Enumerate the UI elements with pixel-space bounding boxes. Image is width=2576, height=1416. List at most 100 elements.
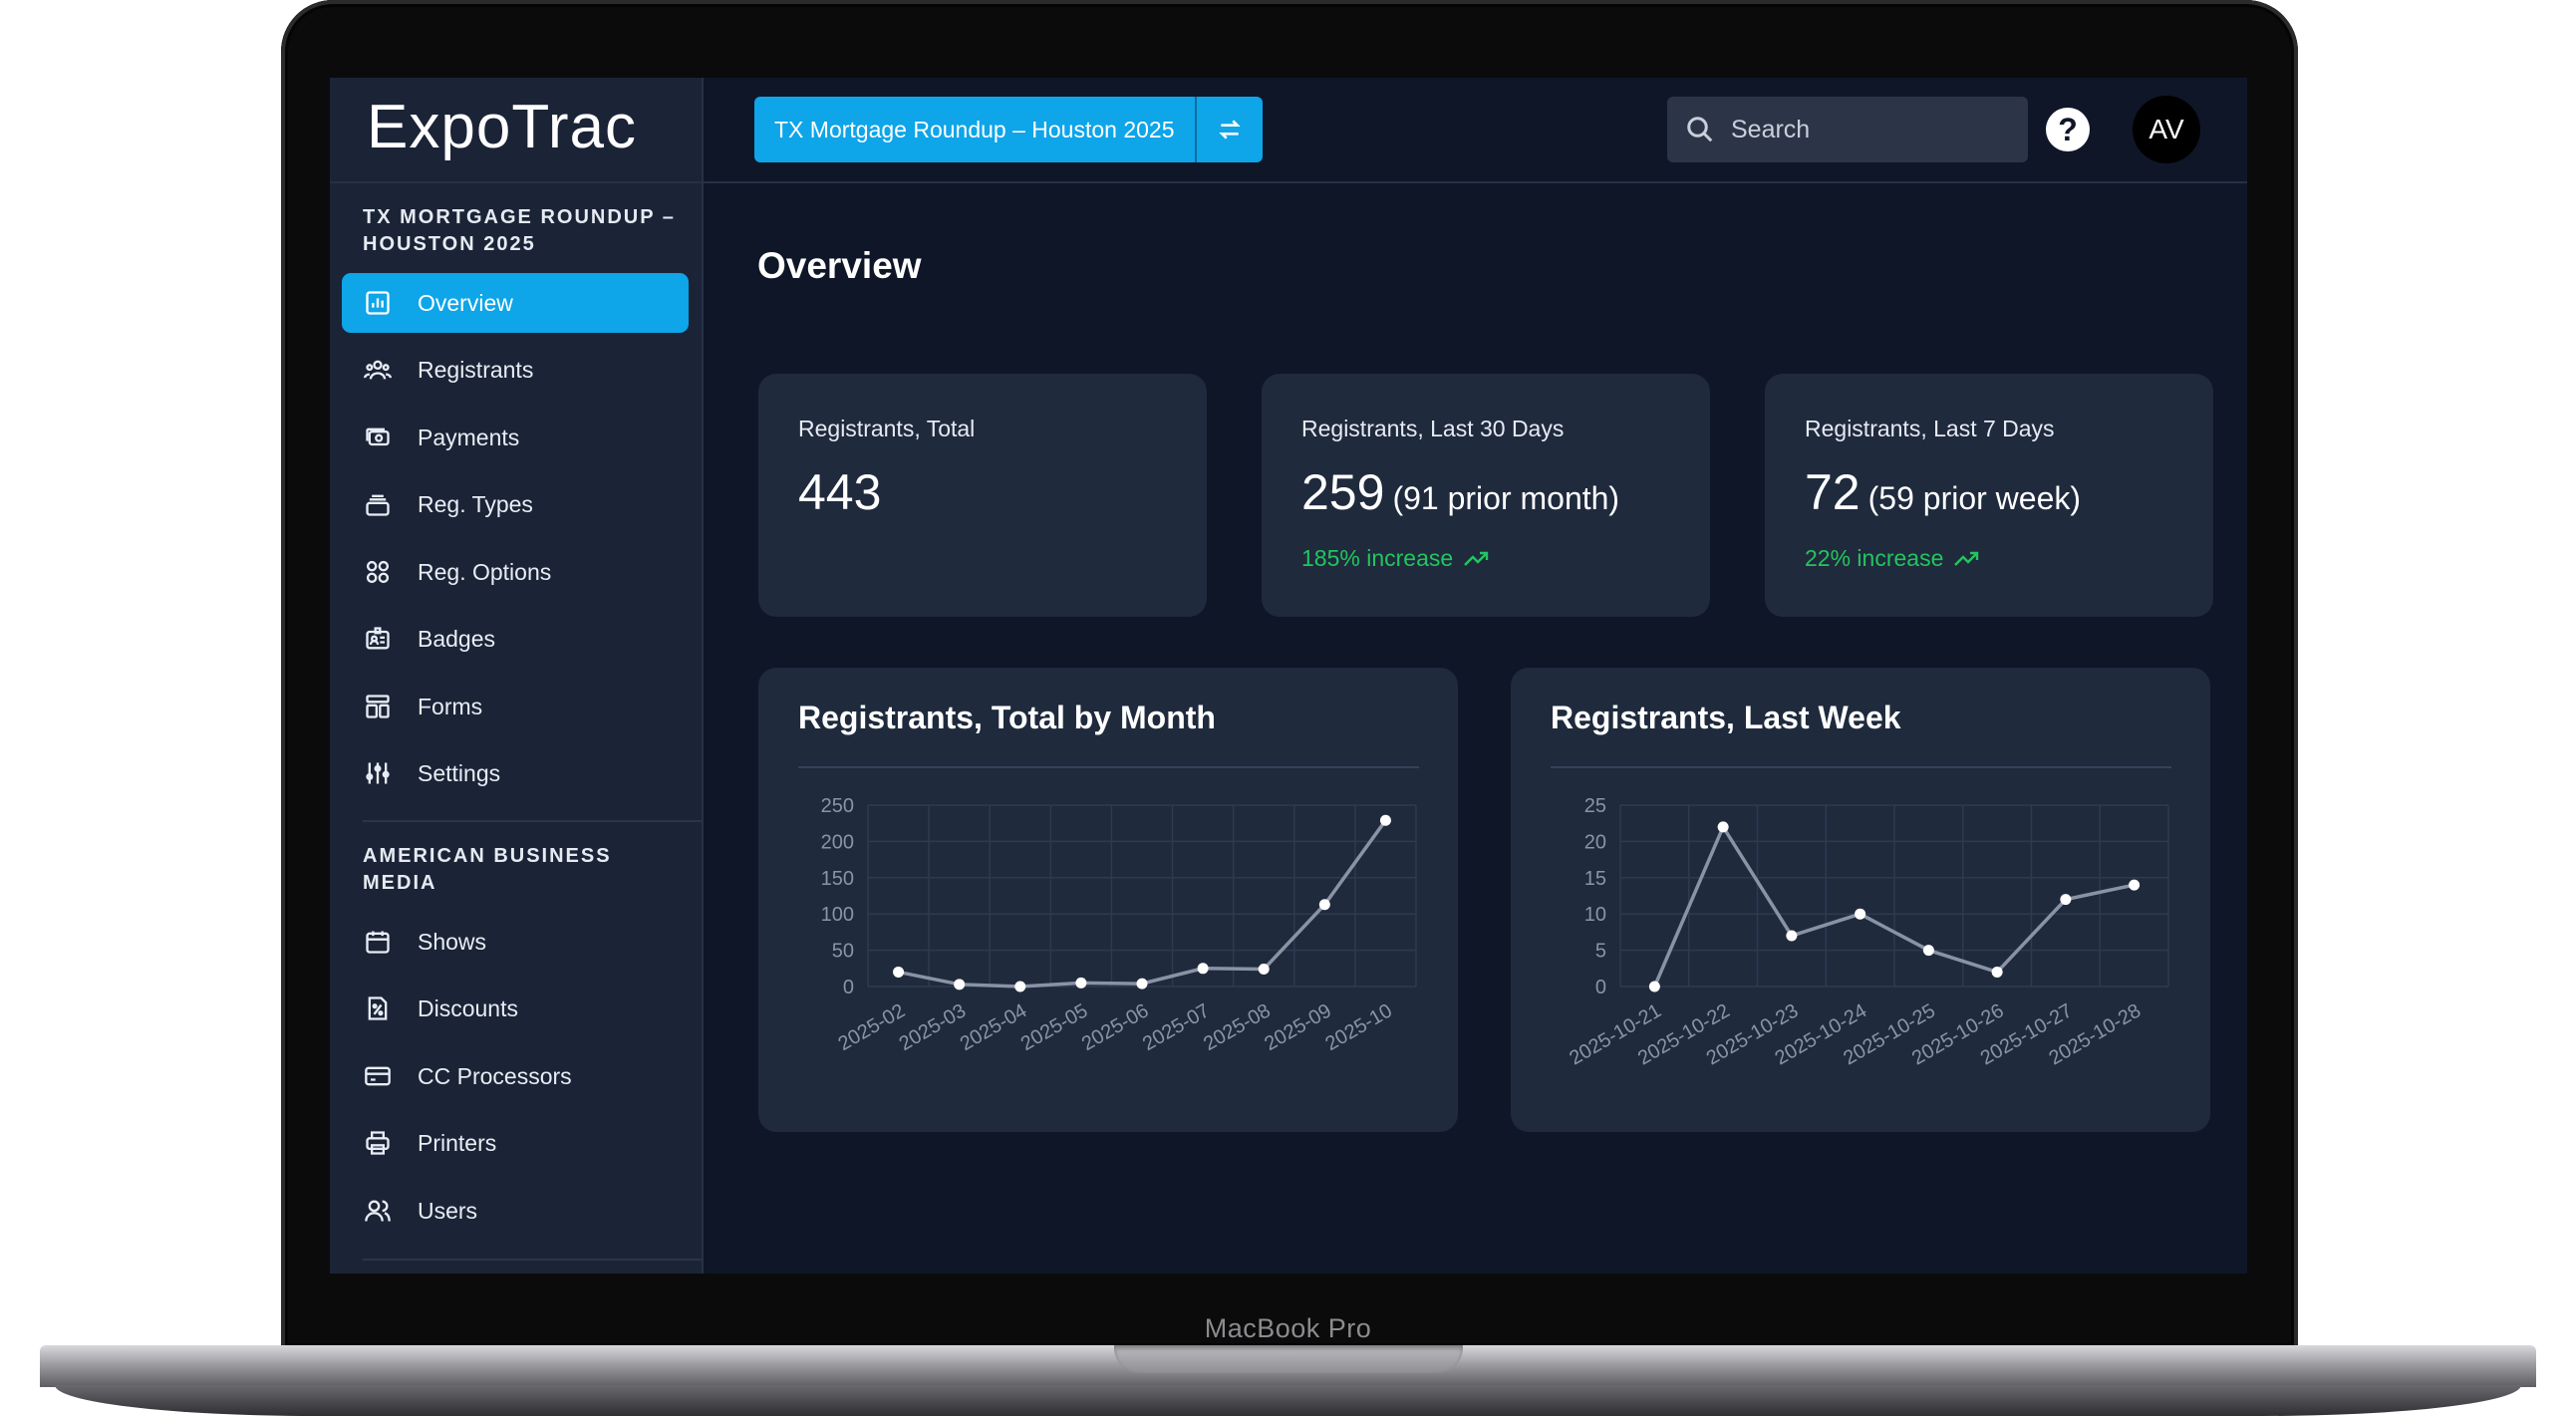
- series-line: [1652, 823, 2135, 988]
- chart-title: Registrants, Last Week: [1551, 700, 1901, 735]
- trend-up-icon: [1464, 551, 1489, 566]
- app-logo[interactable]: ExpoTrac: [367, 93, 638, 161]
- stack-icon: [364, 490, 392, 518]
- stat-change-text: 185% increase: [1301, 545, 1454, 571]
- page-title: Overview: [757, 245, 922, 286]
- event-section-title: TX MORTGAGE ROUNDUP – HOUSTON 2025: [363, 206, 676, 255]
- sidebar-item-label: Badges: [418, 625, 496, 652]
- data-point: [1855, 908, 1866, 920]
- data-point: [1258, 964, 1270, 976]
- sidebar-item-label: Reg. Options: [418, 558, 552, 585]
- stat-label: Registrants, Last 30 Days: [1301, 416, 1565, 441]
- laptop-notch: [1114, 1345, 1463, 1373]
- sidebar-item-forms[interactable]: Forms: [342, 677, 689, 736]
- data-point: [1136, 978, 1148, 990]
- org-section-title: AMERICAN BUSINESS MEDIA: [363, 845, 612, 894]
- event-switcher[interactable]: TX Mortgage Roundup – Houston 2025: [754, 97, 1263, 162]
- divider: [798, 766, 1419, 768]
- data-point: [1379, 814, 1391, 826]
- stat-prior: (91 prior month): [1392, 480, 1620, 516]
- stat-change: 185% increase: [1301, 545, 1489, 572]
- sidebar-item-users[interactable]: Users: [342, 1181, 689, 1241]
- device-label: MacBook Pro: [1204, 1313, 1372, 1343]
- sidebar-item-label: Discounts: [418, 994, 518, 1021]
- y-tick-label: 0: [843, 977, 854, 998]
- stat-value: 443: [798, 463, 881, 521]
- stat-value: 72 (59 prior week): [1805, 463, 2081, 521]
- stat-change: 22% increase: [1805, 545, 1979, 572]
- users-icon: [364, 1197, 392, 1225]
- sidebar-item-badges[interactable]: Badges: [342, 609, 689, 669]
- search-icon: [1687, 117, 1713, 142]
- sidebar-item-label: Reg. Types: [418, 490, 533, 517]
- stat-label: Registrants, Total: [798, 416, 976, 441]
- sidebar-item-overview[interactable]: Overview: [342, 273, 689, 333]
- sidebar-item-label: Registrants: [418, 356, 534, 383]
- sidebar-item-cc-processors[interactable]: CC Processors: [342, 1046, 689, 1106]
- bar-chart-icon: [364, 289, 392, 317]
- divider: [1551, 766, 2171, 768]
- series-line: [898, 819, 1387, 989]
- swap-icon: [1218, 120, 1241, 140]
- sidebar-item-registrants[interactable]: Registrants: [342, 340, 689, 400]
- y-tick-label: 200: [821, 831, 854, 853]
- money-icon: [364, 424, 392, 451]
- x-tick-label: 2025-10: [1321, 999, 1396, 1055]
- sidebar-item-label: Payments: [418, 424, 520, 450]
- divider: [330, 181, 702, 183]
- data-point: [2060, 894, 2072, 906]
- sidebar-item-shows[interactable]: Shows: [342, 912, 689, 972]
- sidebar-item-payments[interactable]: Payments: [342, 408, 689, 467]
- sidebar-item-settings[interactable]: Settings: [342, 743, 689, 803]
- divider: [363, 820, 702, 822]
- chart-title: Registrants, Total by Month: [798, 700, 1216, 735]
- y-tick-label: 250: [821, 795, 854, 817]
- help-button[interactable]: ?: [2046, 108, 2090, 151]
- users-group-icon: [364, 356, 392, 384]
- data-point: [1786, 930, 1798, 942]
- search-input[interactable]: Search: [1667, 97, 2028, 162]
- sidebar-item-label: Overview: [418, 289, 513, 316]
- data-point: [1717, 821, 1729, 833]
- sidebar-item-printers[interactable]: Printers: [342, 1113, 689, 1173]
- x-tick-label: 2025-05: [1017, 999, 1092, 1055]
- y-tick-label: 0: [1595, 977, 1606, 998]
- sidebar-item-label: Users: [418, 1197, 478, 1224]
- y-tick-label: 10: [1584, 904, 1606, 926]
- x-tick-label: 2025-09: [1261, 999, 1335, 1055]
- stat-card-total: Registrants, Total 443: [758, 374, 1207, 617]
- data-point: [1648, 981, 1660, 992]
- sidebar-item-discounts[interactable]: Discounts: [342, 979, 689, 1038]
- sidebar-item-label: Printers: [418, 1129, 497, 1156]
- avatar[interactable]: AV: [2133, 96, 2200, 163]
- swap-event-button[interactable]: [1194, 97, 1263, 162]
- printer-icon: [364, 1129, 392, 1157]
- stat-prior: (59 prior week): [1867, 480, 2082, 516]
- chart-last-week: 05101520252025-10-212025-10-222025-10-23…: [1566, 795, 2169, 1069]
- discount-icon: [364, 994, 392, 1022]
- search-placeholder[interactable]: Search: [1731, 115, 1811, 143]
- data-point: [954, 979, 966, 991]
- credit-card-icon: [364, 1062, 392, 1090]
- y-tick-label: 100: [821, 904, 854, 926]
- data-point: [1075, 977, 1087, 989]
- top-bar: TX Mortgage Roundup – Houston 2025 Searc…: [704, 78, 2247, 181]
- y-tick-label: 150: [821, 868, 854, 890]
- sidebar-item-reg-types[interactable]: Reg. Types: [342, 474, 689, 534]
- x-tick-label: 2025-03: [896, 999, 971, 1055]
- event-switcher-label[interactable]: TX Mortgage Roundup – Houston 2025: [774, 117, 1175, 142]
- sidebar-item-label: Shows: [418, 928, 487, 955]
- sidebar: ExpoTrac TX MORTGAGE ROUNDUP – HOUSTON 2…: [330, 78, 704, 1274]
- divider: [363, 1259, 702, 1261]
- stat-card-7-days: Registrants, Last 7 Days 72 (59 prior wee…: [1765, 374, 2213, 617]
- laptop-base-bottom: [55, 1385, 2521, 1416]
- stat-card-30-days: Registrants, Last 30 Days 259 (91 prior m…: [1262, 374, 1710, 617]
- y-tick-label: 20: [1584, 831, 1606, 853]
- data-point: [1991, 966, 2003, 978]
- data-point: [893, 966, 905, 978]
- calendar-icon: [364, 928, 392, 956]
- chart-card-last-week: Registrants, Last Week 0 5 10 15 20 25 2025-10…: [1511, 668, 2210, 1132]
- sidebar-item-reg-options[interactable]: Reg. Options: [342, 542, 689, 602]
- y-tick-label: 15: [1584, 868, 1606, 890]
- sliders-icon: [364, 759, 392, 787]
